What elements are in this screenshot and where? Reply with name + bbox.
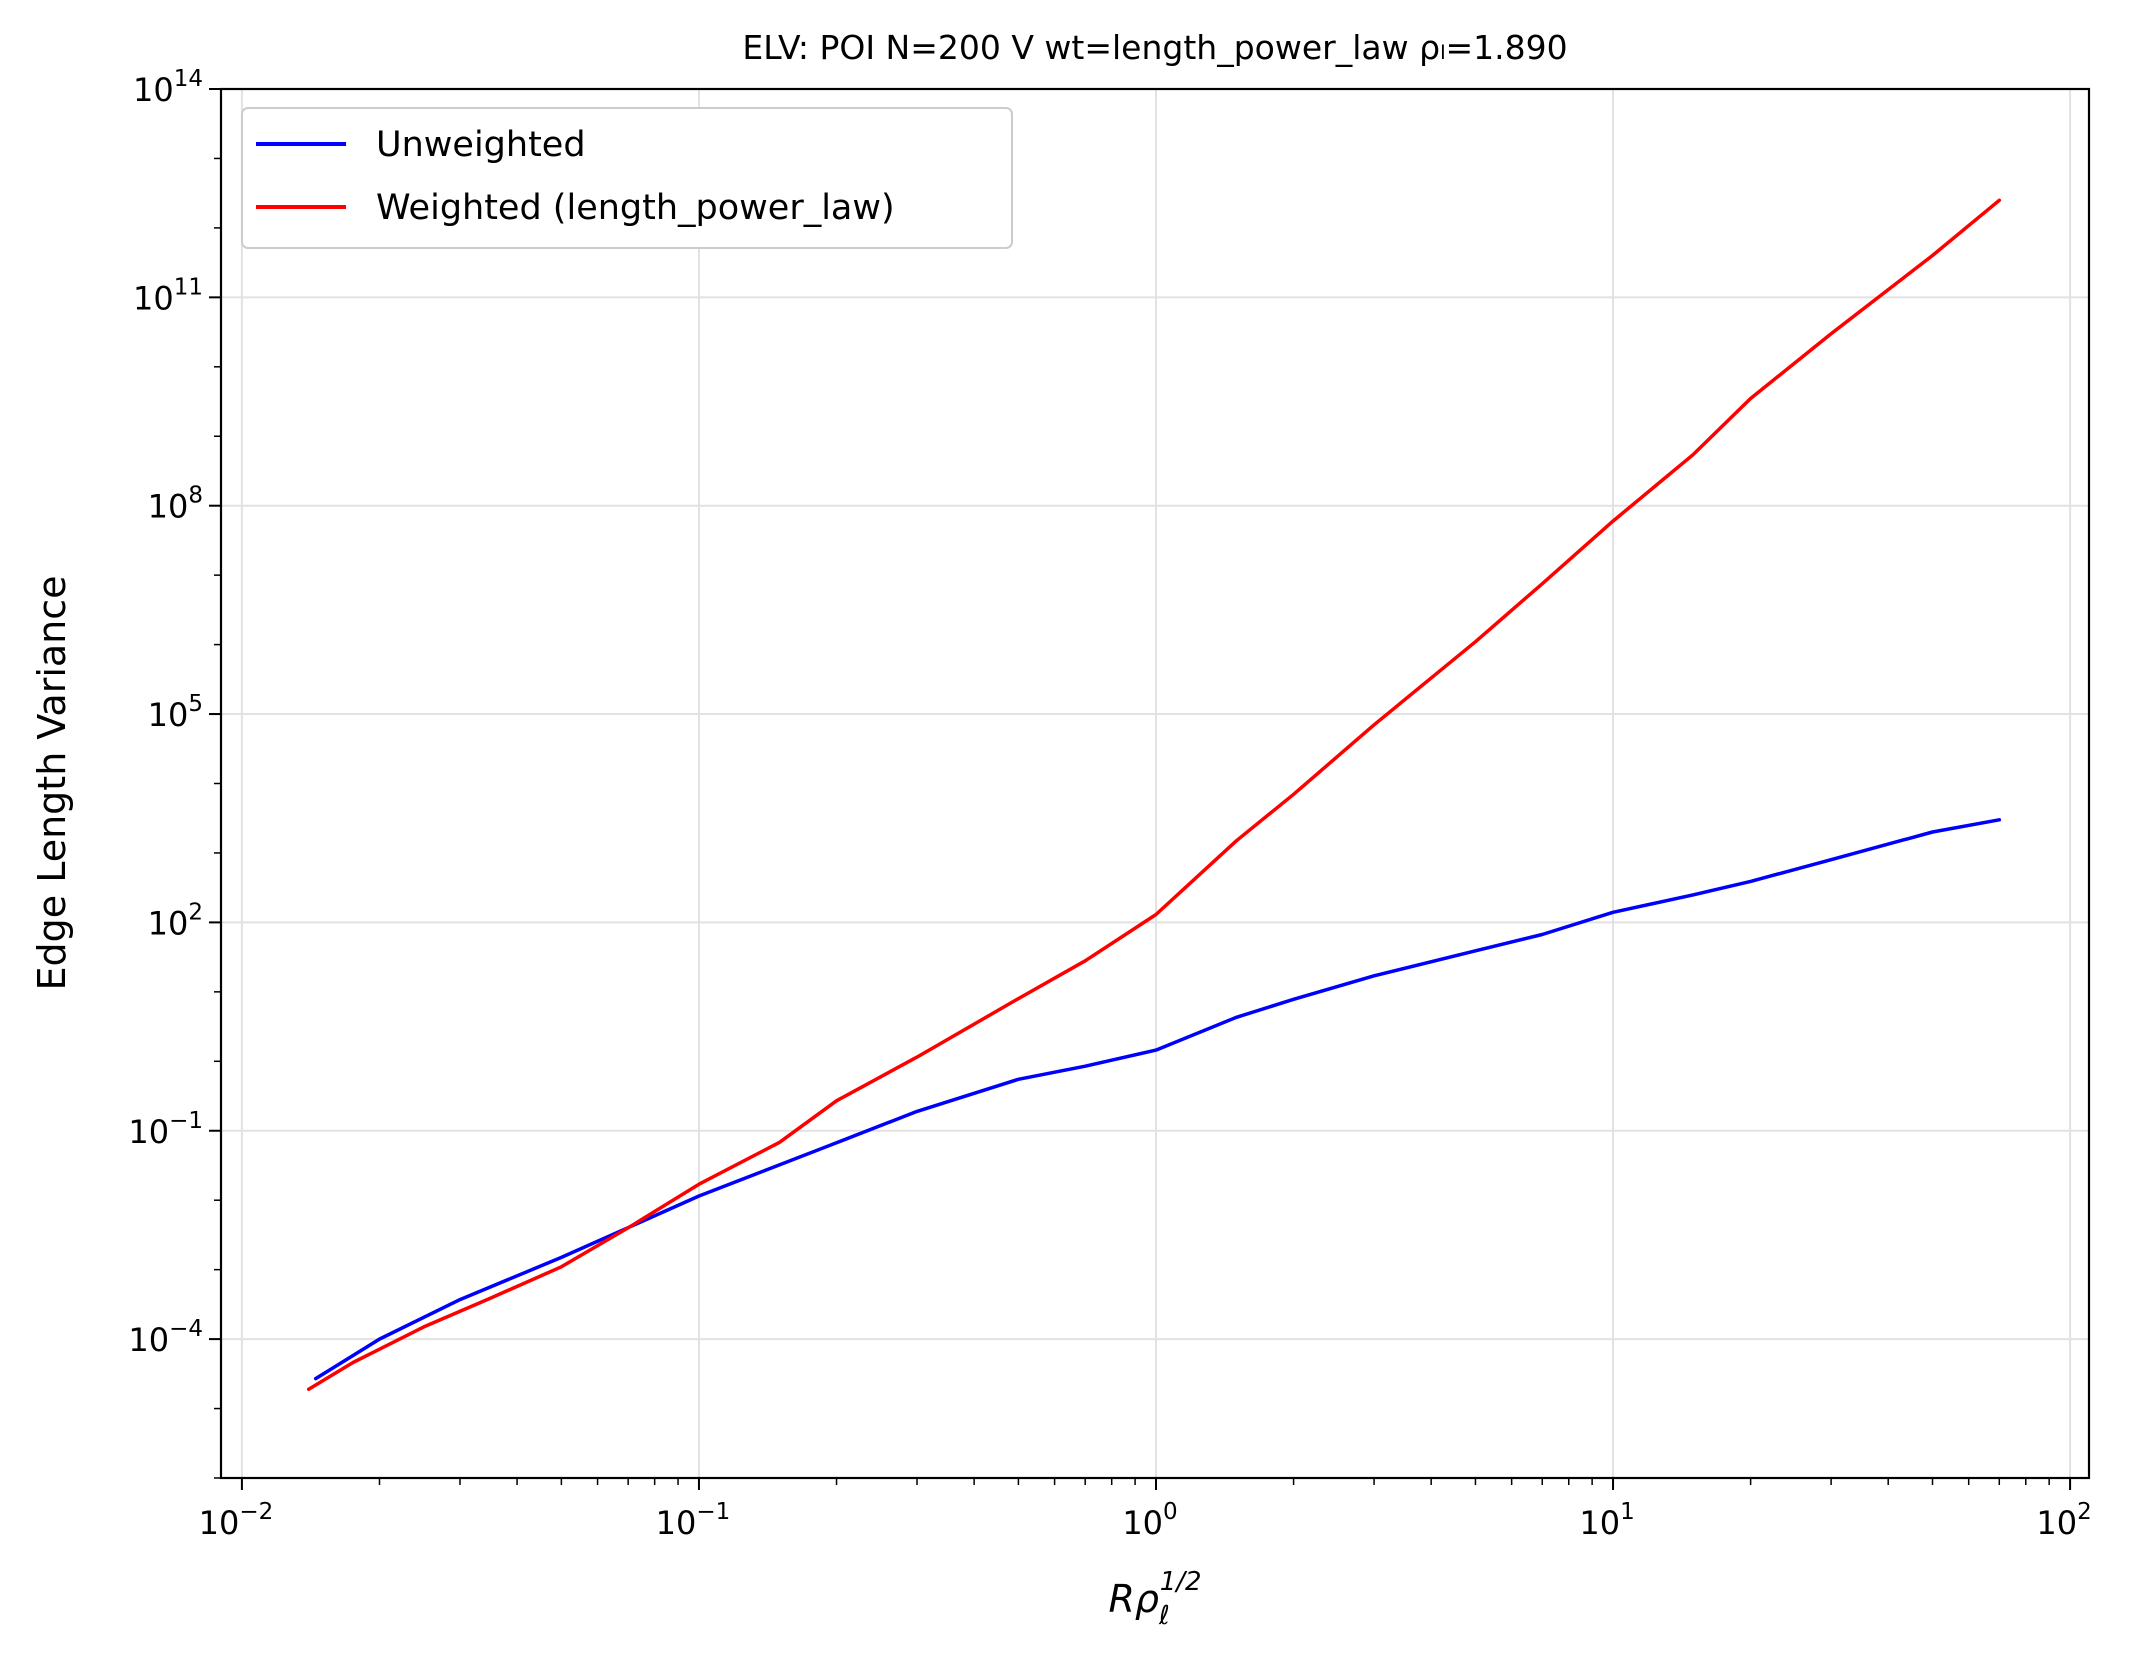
y-tick-label-2: 102 [148, 899, 203, 942]
y-tick-label-0: 10−4 [128, 1316, 203, 1359]
series-line-weighted [306, 198, 2002, 1391]
legend: Unweighted Weighted (length_power_law) [241, 107, 1013, 249]
chart-title: ELV: POI N=200 V wt=length_power_law ρₗ=… [742, 28, 1567, 67]
x-axis-label-subscript: ℓ [1158, 1601, 1170, 1631]
x-tick-label-1: 10−1 [656, 1499, 731, 1542]
legend-label-unweighted: Unweighted [376, 125, 586, 165]
y-tick-label-6: 1014 [133, 66, 203, 109]
x-tick-label-3: 101 [1579, 1499, 1634, 1542]
y-axis-label: Edge Length Variance [30, 575, 74, 990]
series-lines [306, 198, 2002, 1391]
x-axis-label-superscript: 1/2 [1160, 1567, 1202, 1597]
series-line-unweighted [313, 818, 2002, 1381]
y-tick-label-5: 1011 [133, 274, 203, 317]
y-tick-label-3: 105 [148, 691, 203, 734]
y-tick-label-1: 10−1 [128, 1108, 203, 1151]
y-ticks: 10−4 10−1 102 105 108 1011 1014 [128, 66, 221, 1479]
x-tick-label-2: 100 [1122, 1499, 1177, 1542]
grid [221, 88, 2089, 1478]
legend-label-weighted: Weighted (length_power_law) [376, 188, 895, 228]
x-tick-label-0: 10−2 [199, 1499, 274, 1542]
y-tick-label-4: 108 [148, 483, 203, 526]
legend-box [241, 107, 1013, 249]
x-tick-label-4: 102 [2036, 1499, 2091, 1542]
x-ticks: 10−2 10−1 100 101 102 [199, 1478, 2092, 1542]
